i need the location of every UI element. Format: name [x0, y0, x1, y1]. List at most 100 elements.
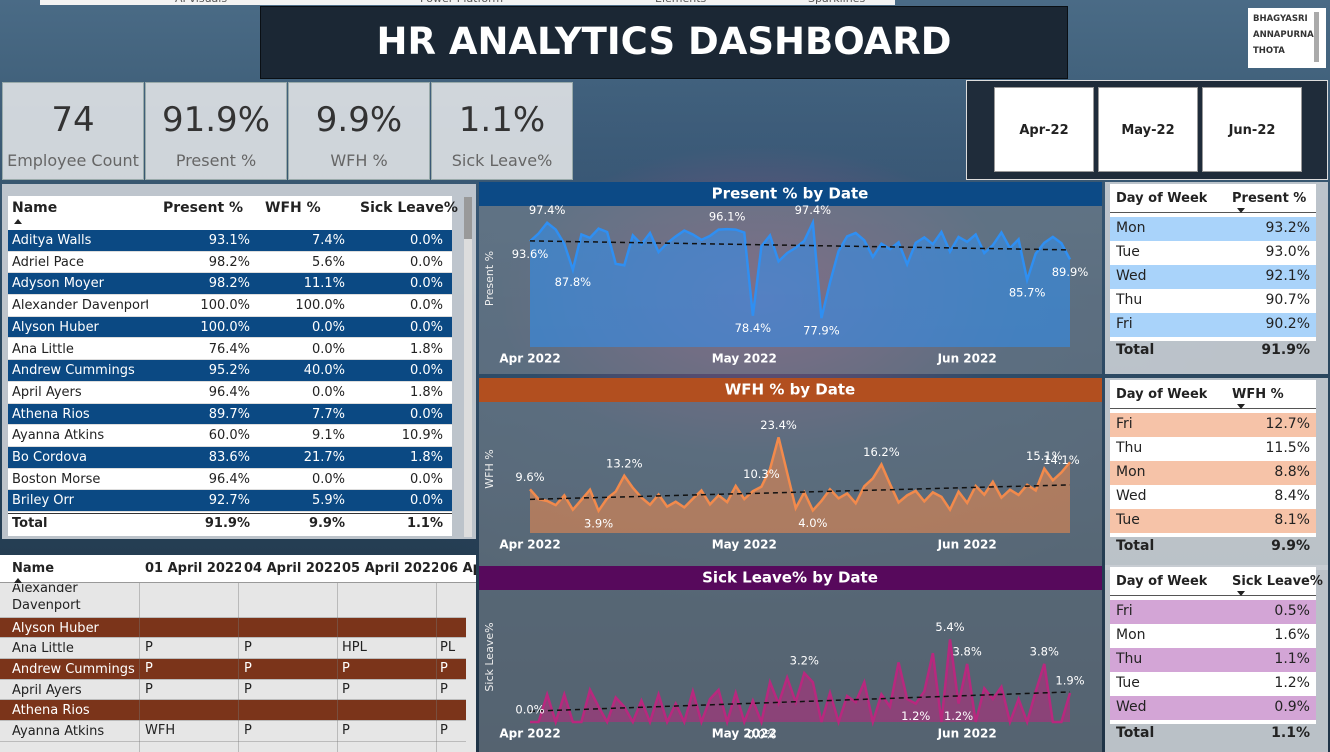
kpi-value: 1.1%	[458, 100, 546, 140]
column-header: 06 April 2022	[440, 561, 476, 576]
table-cell: 100.0%	[200, 298, 250, 314]
table-cell: 0.0%	[409, 276, 443, 292]
data-label: 85.7%	[1009, 285, 1046, 299]
table-cell: Bo Cordova	[12, 450, 88, 465]
table-cell: 0.0%	[409, 363, 443, 379]
day-cell: Mon	[1116, 464, 1146, 480]
table-cell: 0.0%	[409, 493, 443, 509]
table-cell: 98.2%	[208, 276, 250, 292]
ribbon-tab: Power Platform	[420, 0, 503, 5]
column-header: 01 April 2022	[145, 561, 241, 576]
day-cell: Tue	[1116, 244, 1140, 260]
column-divider	[436, 583, 437, 752]
table-cell: 1.8%	[409, 384, 443, 400]
day-row	[1110, 265, 1316, 289]
ribbon-strip	[40, 0, 895, 5]
attendance-cell: P	[342, 661, 350, 676]
day-cell: Fri	[1116, 603, 1133, 619]
table-row	[8, 490, 452, 513]
table-cell: 96.4%	[208, 384, 250, 400]
day-cell: 8.1%	[1274, 512, 1310, 528]
total-cell: 9.9%	[308, 516, 345, 531]
data-label: 0.0%	[747, 728, 776, 742]
table-cell: 98.2%	[208, 254, 250, 270]
matrix: Name 01 April 2022 04 April 2022 05 April 2…	[0, 555, 476, 752]
day-cell: Mon	[1116, 627, 1146, 643]
slicer-button[interactable]: May-22	[1098, 87, 1198, 172]
data-label: 13.2%	[606, 456, 643, 470]
day-cell: Wed	[1116, 268, 1147, 284]
table-cell: 7.4%	[311, 233, 345, 248]
day-cell: 8.4%	[1274, 488, 1310, 504]
data-label: 4.0%	[798, 516, 827, 530]
table-cell: 9.1%	[311, 428, 345, 444]
day-row	[1110, 672, 1316, 696]
total-cell: Total	[1116, 538, 1155, 554]
kpi-value: 9.9%	[315, 100, 403, 140]
area	[530, 222, 1070, 347]
day-cell: Fri	[1116, 416, 1133, 432]
x-tick-label: Apr 2022	[499, 727, 560, 741]
column-header: Sick Leave%	[360, 200, 458, 216]
table-row	[8, 251, 452, 274]
kpi-card	[2, 82, 144, 180]
total-cell: Total	[1116, 342, 1155, 358]
x-tick-label: Jun 2022	[937, 727, 997, 741]
table-cell: 60.0%	[208, 428, 250, 444]
table-row	[8, 273, 452, 296]
table-cell: 96.4%	[208, 471, 250, 487]
day-cell: Tue	[1116, 675, 1140, 691]
table-cell: Adyson Moyer	[12, 276, 104, 292]
kpi-label: WFH %	[330, 151, 388, 170]
author-line: THOTA	[1253, 46, 1285, 56]
table-cell: 1.8%	[409, 341, 443, 357]
day-cell: 92.1%	[1265, 268, 1310, 284]
day-cell: 90.2%	[1265, 316, 1310, 332]
total-cell: 91.9%	[204, 516, 250, 531]
data-label: 3.9%	[584, 516, 613, 530]
data-label: 96.1%	[709, 210, 746, 224]
slicer-button[interactable]: Jun-22	[1202, 87, 1302, 172]
chart-title: Present % by Date	[712, 185, 869, 203]
table-cell: 76.4%	[208, 341, 250, 357]
attendance-cell: P	[440, 661, 448, 676]
table-cell: 7.7%	[311, 406, 345, 422]
column-header: Present %	[1232, 191, 1307, 206]
attendance-cell: P	[244, 661, 252, 676]
attendance-cell: P	[244, 640, 252, 655]
table-cell: 92.7%	[208, 493, 250, 509]
table-cell: Ana Little	[12, 341, 74, 357]
author-scroll	[1314, 12, 1319, 62]
data-label: 77.9%	[803, 324, 840, 338]
total-row	[8, 513, 452, 535]
table-cell: 0.0%	[311, 341, 345, 357]
chart-title-bar	[479, 378, 1102, 402]
title-box: HR ANALYTICS DASHBOARD	[260, 6, 1068, 79]
day-row	[1110, 413, 1316, 437]
data-label: 10.3%	[743, 467, 780, 481]
data-label: 9.6%	[515, 470, 544, 484]
data-label: 97.4%	[529, 203, 566, 217]
day-row	[1110, 241, 1316, 265]
column-header: 04 April 2022	[244, 561, 340, 576]
column-header: Sick Leave%	[1232, 574, 1323, 589]
data-label: 3.8%	[953, 644, 982, 658]
line	[529, 437, 1071, 514]
data-label: 93.6%	[512, 247, 549, 261]
day-cell: 1.1%	[1274, 651, 1310, 667]
data-label: 0.0%	[515, 703, 544, 717]
matrix-row: Athena Rios	[0, 700, 466, 721]
slicer-button[interactable]: Apr-22	[994, 87, 1094, 172]
day-cell: 8.8%	[1274, 464, 1310, 480]
table-cell: 0.0%	[409, 233, 443, 248]
table-cell: Briley Orr	[12, 493, 75, 509]
column-header: Day of Week	[1116, 387, 1208, 402]
y-axis-label: WFH %	[483, 449, 496, 488]
day-row	[1110, 313, 1316, 337]
sort-arrow	[1237, 404, 1245, 409]
attendance-cell: WFH	[145, 723, 176, 738]
column-header: Name	[12, 200, 58, 216]
day-row	[1110, 509, 1316, 533]
day-cell: Tue	[1116, 512, 1140, 528]
